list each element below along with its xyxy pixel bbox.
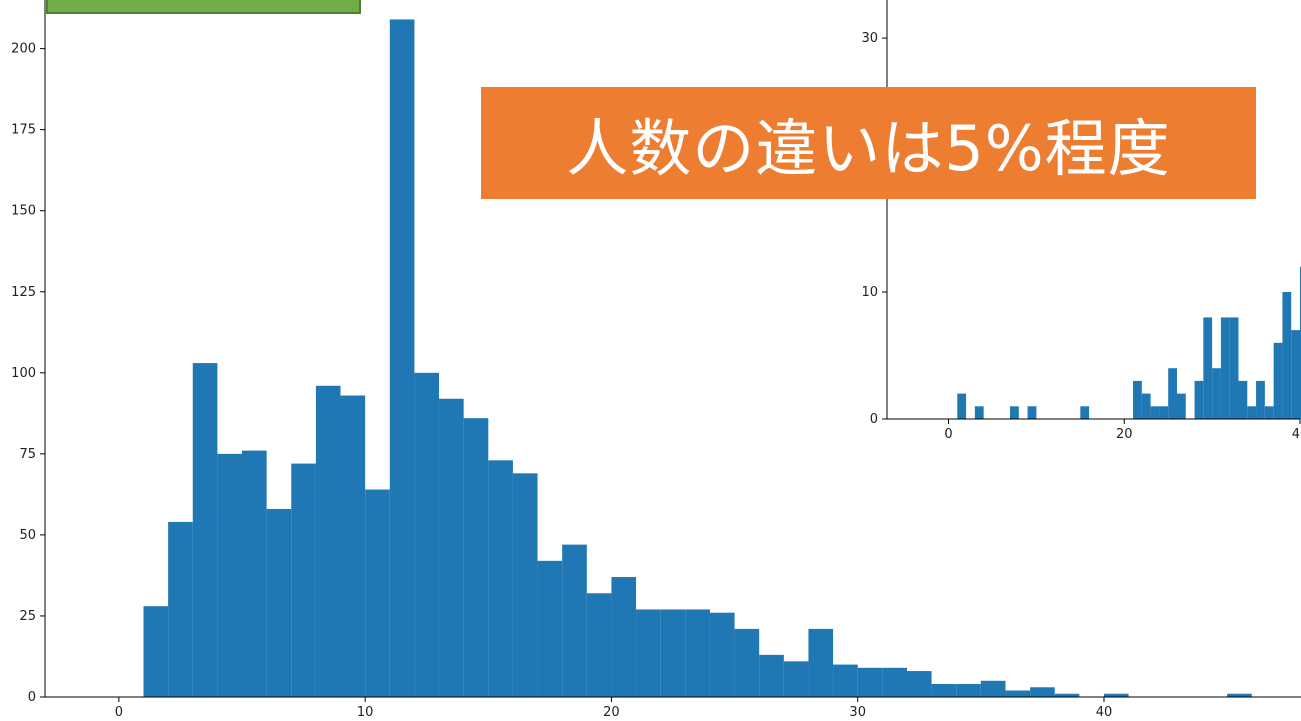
main-bar: [562, 544, 587, 697]
main-bar: [192, 363, 218, 697]
main-bar: [217, 453, 243, 697]
main-bar: [1005, 690, 1031, 697]
main-y-tick-label: 200: [11, 42, 36, 57]
inset-bar: [1168, 368, 1177, 419]
main-bar: [759, 654, 784, 697]
inset-bar: [1238, 380, 1248, 419]
main-bar: [315, 385, 341, 697]
main-bar: [488, 460, 513, 697]
main-y-tick-label: 25: [19, 609, 36, 624]
main-y-tick-label: 150: [11, 204, 36, 219]
main-bar: [143, 606, 169, 697]
inset-bar: [1176, 393, 1186, 419]
main-bar: [611, 577, 637, 697]
main-x-tick-label: 0: [115, 705, 123, 720]
callout-banner: 人数の違いは5%程度: [481, 87, 1256, 199]
inset-x-tick-label: 20: [1116, 427, 1133, 442]
main-y-tick-label: 50: [19, 528, 36, 543]
main-x-tick-label: 30: [849, 705, 866, 720]
inset-bar: [974, 406, 984, 419]
main-bar: [833, 664, 858, 697]
main-x-tick-label: 10: [357, 705, 374, 720]
inset-y-tick-label: 0: [870, 412, 878, 427]
main-x-tick-label: 20: [603, 705, 620, 720]
main-y-tick-label: 125: [11, 285, 36, 300]
inset-bar: [1264, 406, 1274, 419]
inset-bar: [1220, 317, 1230, 419]
main-bar: [537, 560, 563, 697]
inset-bar: [1133, 380, 1142, 419]
inset-bar: [1141, 393, 1151, 419]
main-bar: [586, 593, 612, 697]
main-bar: [783, 661, 809, 697]
main-bar: [709, 612, 735, 697]
main-bar: [414, 372, 440, 697]
inset-bar: [957, 393, 967, 419]
main-bar: [685, 609, 710, 697]
inset-bar: [1080, 406, 1090, 419]
main-x-tick-label: 40: [1096, 705, 1113, 720]
inset-y-tick-label: 30: [861, 31, 878, 46]
main-bar: [931, 684, 957, 697]
inset-bar: [1203, 317, 1213, 419]
inset-bar: [1282, 292, 1292, 419]
inset-bar: [1229, 317, 1239, 419]
main-y-tick-label: 75: [19, 447, 36, 462]
inset-bar: [1212, 368, 1221, 419]
inset-bar: [1256, 380, 1265, 419]
main-bar: [439, 398, 464, 697]
inset-bar: [1291, 330, 1300, 419]
inset-x-tick-label: 40: [1292, 427, 1301, 442]
main-y-tick-label: 0: [28, 690, 36, 705]
main-bar: [857, 667, 883, 697]
main-bar: [808, 628, 834, 697]
main-bar: [340, 395, 366, 697]
main-bar: [882, 667, 907, 697]
main-bar: [1030, 687, 1055, 697]
callout-text: 人数の違いは5%程度: [566, 112, 1171, 185]
inset-x-tick-label: 0: [944, 427, 952, 442]
main-bar: [636, 609, 661, 697]
inset-y-tick-label: 10: [861, 285, 878, 300]
main-bar: [389, 19, 415, 697]
inset-bar: [1150, 406, 1160, 419]
main-bar: [242, 450, 267, 697]
main-y-tick-label: 100: [11, 366, 36, 381]
main-bar: [980, 680, 1006, 697]
main-bar: [956, 684, 981, 697]
inset-bar: [1010, 406, 1019, 419]
main-bar: [463, 418, 489, 697]
main-bar: [365, 489, 390, 697]
inset-bar: [1027, 406, 1037, 419]
main-bar: [1054, 693, 1080, 697]
main-bar: [1227, 693, 1252, 697]
main-bar: [660, 609, 686, 697]
inset-bar: [1247, 406, 1257, 419]
main-y-tick-label: 175: [11, 123, 36, 138]
highlight-box: [46, 0, 361, 14]
main-bar: [168, 521, 193, 697]
main-bar: [512, 473, 538, 697]
main-bar: [906, 671, 932, 697]
main-bar: [734, 628, 760, 697]
main-bar: [291, 463, 316, 697]
inset-bar: [1159, 406, 1169, 419]
main-bar: [266, 508, 292, 697]
inset-bar: [1273, 342, 1283, 419]
main-bar: [1103, 693, 1129, 697]
inset-bar: [1194, 380, 1204, 419]
